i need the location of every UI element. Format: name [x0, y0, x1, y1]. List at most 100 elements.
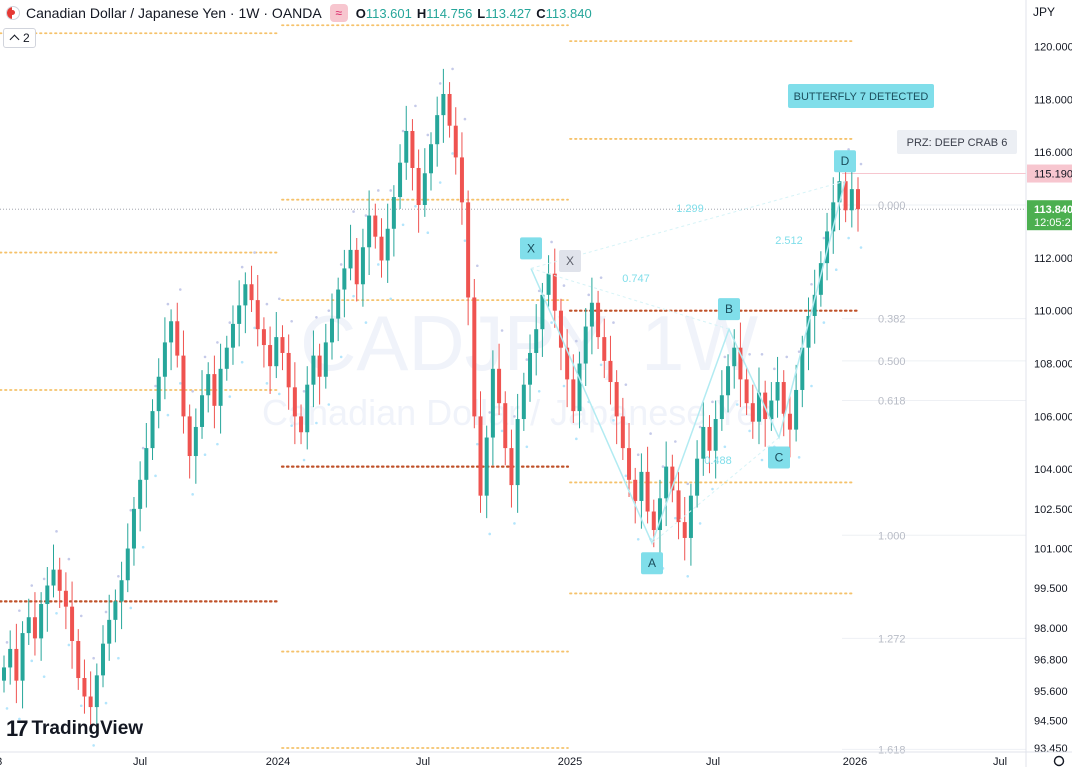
candle-body[interactable] [410, 130, 415, 168]
tilde-badge-icon[interactable]: ≈ [329, 4, 348, 22]
candle-body[interactable] [429, 144, 433, 174]
candle-body[interactable] [670, 466, 675, 491]
candle-body[interactable] [534, 329, 539, 353]
candle-body[interactable] [837, 181, 842, 203]
candle-body[interactable] [738, 347, 743, 380]
pattern-detected-badge[interactable] [788, 84, 934, 108]
layers-toggle-button[interactable]: 2 [3, 28, 36, 48]
candle-body[interactable] [682, 522, 687, 538]
candle-body[interactable] [664, 466, 669, 499]
candle-body[interactable] [750, 403, 755, 422]
pattern-point-badge[interactable] [768, 446, 790, 469]
candle-body[interactable] [484, 437, 489, 496]
candle-body[interactable] [367, 215, 372, 248]
candle-body[interactable] [268, 345, 273, 367]
candle-body[interactable] [261, 329, 266, 346]
candle-body[interactable] [453, 125, 458, 158]
candle-body[interactable] [305, 384, 310, 433]
candle-body[interactable] [323, 342, 328, 377]
candle-body[interactable] [299, 416, 304, 433]
candle-body[interactable] [688, 495, 693, 538]
candle-body[interactable] [707, 426, 712, 451]
candle-body[interactable] [317, 355, 322, 377]
candle-body[interactable] [70, 606, 75, 642]
candle-body[interactable] [657, 498, 662, 531]
last-price-badge[interactable] [1027, 200, 1072, 231]
candle-body[interactable] [478, 416, 483, 496]
earlier-pattern-badge[interactable] [559, 250, 581, 272]
candle-body[interactable] [193, 426, 198, 457]
candle-body[interactable] [391, 197, 396, 229]
candle-body[interactable] [94, 675, 99, 708]
candle-body[interactable] [515, 419, 520, 486]
candle-body[interactable] [373, 215, 378, 237]
candle-body[interactable] [843, 181, 848, 211]
candle-body[interactable] [255, 300, 260, 330]
candle-body[interactable] [422, 173, 427, 205]
prz-badge[interactable] [897, 130, 1017, 154]
candle-body[interactable] [249, 284, 254, 301]
candle-body[interactable] [169, 321, 174, 343]
pattern-point-badge[interactable] [641, 552, 663, 575]
symbol-title[interactable]: Canadian Dollar / Japanese Yen · 1W · OA… [26, 5, 322, 21]
candle-body[interactable] [787, 413, 792, 430]
candle-body[interactable] [806, 315, 811, 348]
candle-body[interactable] [218, 368, 223, 406]
candle-body[interactable] [379, 236, 384, 261]
candle-body[interactable] [639, 471, 644, 501]
candle-body[interactable] [224, 347, 229, 369]
candle-body[interactable] [51, 569, 56, 586]
candle-body[interactable] [2, 667, 6, 681]
candle-body[interactable] [63, 590, 68, 607]
candle-body[interactable] [76, 641, 81, 679]
tradingview-logo[interactable]: 17 TradingView [6, 716, 143, 742]
candle-body[interactable] [596, 302, 601, 338]
candle-body[interactable] [540, 294, 545, 330]
candle-body[interactable] [812, 294, 817, 316]
candle-body[interactable] [45, 585, 50, 605]
candle-body[interactable] [726, 366, 731, 396]
prz-price-badge[interactable] [1027, 164, 1072, 183]
candle-body[interactable] [558, 310, 563, 348]
candle-body[interactable] [695, 458, 700, 496]
candle-body[interactable] [528, 352, 533, 385]
candle-body[interactable] [849, 189, 854, 211]
candle-body[interactable] [26, 617, 31, 634]
candle-body[interactable] [620, 416, 625, 449]
candle-body[interactable] [280, 337, 285, 353]
candle-body[interactable] [589, 302, 594, 327]
candle-body[interactable] [633, 479, 638, 501]
candle-body[interactable] [447, 93, 452, 126]
candle-body[interactable] [794, 389, 799, 430]
candle-body[interactable] [800, 347, 805, 390]
candle-body[interactable] [856, 189, 860, 210]
candle-body[interactable] [360, 247, 365, 285]
candle-body[interactable] [82, 678, 87, 697]
candle-body[interactable] [329, 318, 334, 343]
candle-body[interactable] [385, 228, 390, 261]
candle-body[interactable] [602, 337, 607, 361]
candle-body[interactable] [14, 648, 19, 681]
candle-body[interactable] [565, 347, 570, 380]
candle-body[interactable] [8, 648, 13, 668]
candle-body[interactable] [119, 580, 124, 602]
candle-body[interactable] [181, 355, 186, 417]
candle-body[interactable] [131, 508, 136, 549]
candle-body[interactable] [546, 273, 551, 295]
candle-body[interactable] [206, 374, 211, 396]
candle-body[interactable] [125, 548, 130, 581]
candle-body[interactable] [237, 305, 242, 324]
candle-body[interactable] [744, 379, 749, 404]
candle-body[interactable] [459, 157, 464, 203]
candle-body[interactable] [825, 231, 830, 264]
candle-body[interactable] [503, 403, 508, 449]
candle-body[interactable] [150, 411, 155, 449]
candle-body[interactable] [719, 395, 724, 420]
candle-body[interactable] [583, 326, 588, 364]
candle-body[interactable] [552, 273, 557, 311]
candle-body[interactable] [818, 263, 823, 295]
candle-body[interactable] [243, 284, 248, 306]
candle-body[interactable] [200, 395, 205, 427]
candle-body[interactable] [348, 249, 353, 269]
